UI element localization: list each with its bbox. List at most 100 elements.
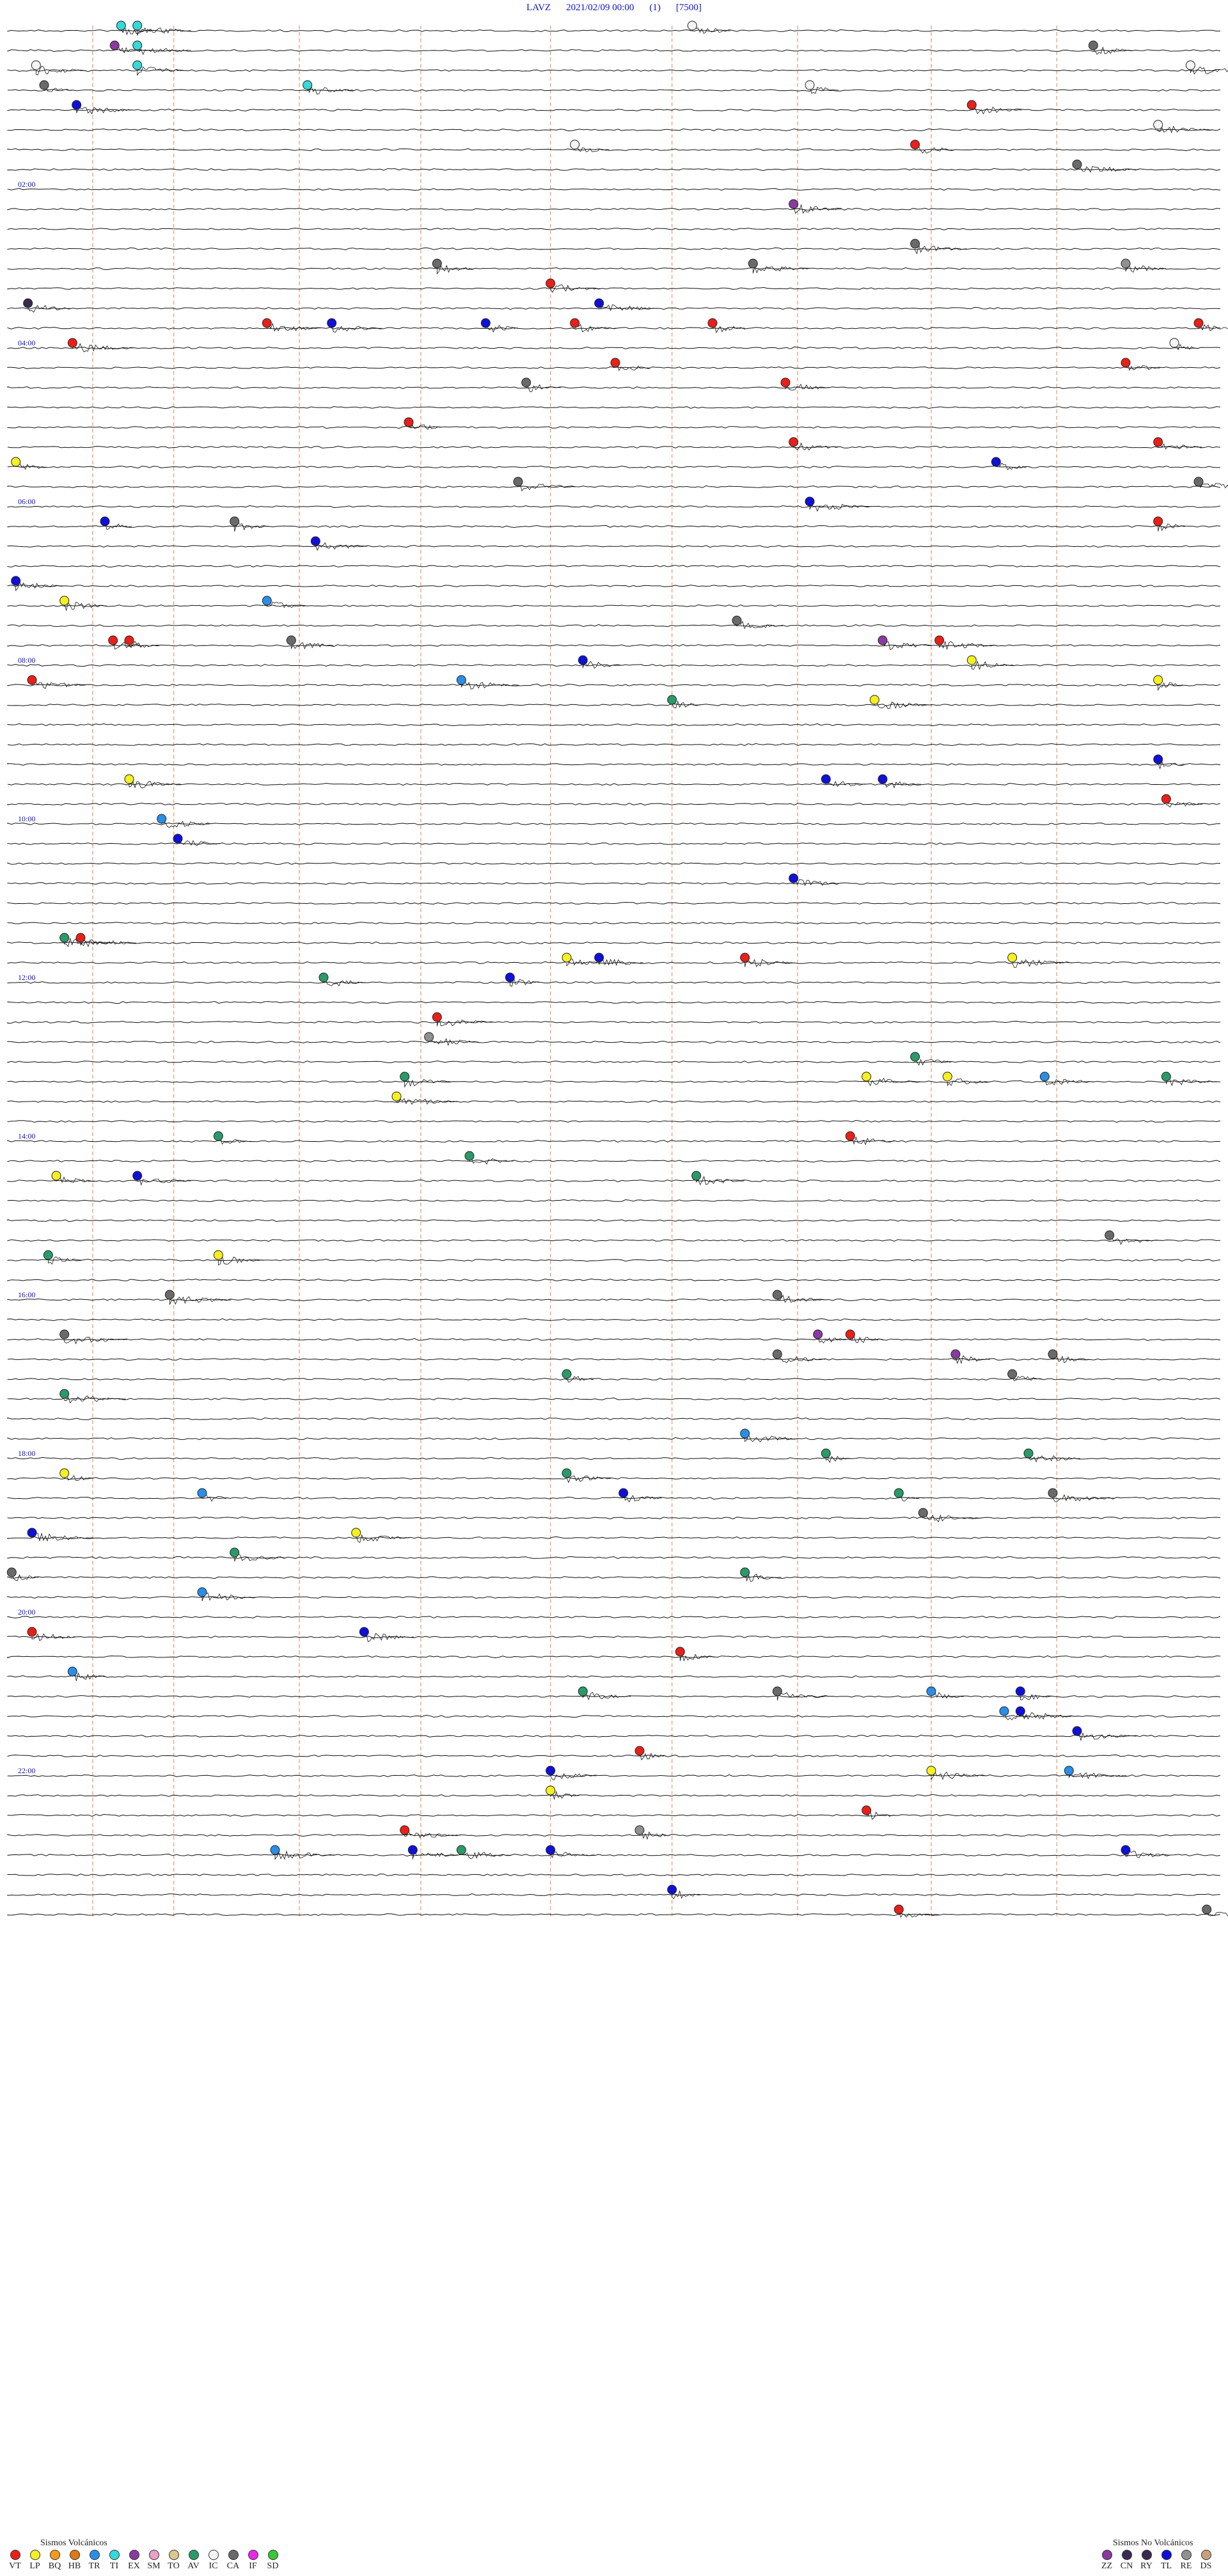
- event-marker-vt-138: [634, 1746, 645, 1756]
- event-marker-lp-62: [1153, 675, 1163, 685]
- event-marker-re-22: [1121, 258, 1131, 269]
- event-trace-29: [485, 325, 519, 333]
- event-trace-106: [955, 1355, 991, 1364]
- event-marker-av-74: [59, 933, 70, 943]
- trace-row-39: [7, 802, 1221, 806]
- legend-nonvolcanic-tl-swatch: [1161, 2550, 1172, 2560]
- event-marker-vt-58: [934, 635, 945, 645]
- trace-row-60: [7, 1219, 1221, 1222]
- legend-volcanic-av-swatch: [188, 2550, 199, 2560]
- time-label-1: 04:00: [18, 338, 35, 347]
- event-marker-ex-106: [950, 1349, 961, 1359]
- trace-row-40: [7, 822, 1221, 826]
- legend-volcanic-sm-swatch: [148, 2550, 159, 2560]
- event-trace-44: [1198, 483, 1228, 489]
- event-marker-tl-50: [11, 576, 21, 586]
- event-trace-137: [1076, 1731, 1137, 1741]
- trace-row-13: [7, 287, 1221, 290]
- legend-volcanic-ti: TI: [104, 2550, 124, 2572]
- event-trace-114: [64, 1473, 93, 1481]
- event-trace-70: [1165, 802, 1203, 808]
- event-trace-151: [672, 1890, 701, 1899]
- event-marker-tl-128: [359, 1627, 369, 1637]
- event-trace-0: [137, 27, 191, 36]
- legend-volcanic-title: Sismos Volcánicos: [40, 2538, 107, 2548]
- event-marker-tl-149: [546, 1845, 556, 1855]
- trace-row-75: [7, 1516, 1221, 1520]
- event-marker-vt-38: [404, 417, 414, 427]
- event-trace-83: [429, 1038, 479, 1047]
- event-marker-tr-71: [157, 814, 167, 824]
- event-trace-8: [1190, 66, 1228, 75]
- event-marker-lp-76: [562, 952, 572, 963]
- event-trace-121: [31, 1532, 94, 1542]
- event-marker-vt-152: [893, 1904, 904, 1915]
- event-trace-14: [1158, 125, 1212, 134]
- event-marker-tl-73: [789, 873, 799, 883]
- legend-volcanic-to-label: TO: [168, 2561, 180, 2571]
- event-trace-86: [866, 1077, 920, 1087]
- event-marker-tl-66: [1153, 754, 1163, 764]
- event-trace-80: [323, 978, 366, 986]
- trace-row-20: [7, 425, 1221, 429]
- event-marker-ti-0: [132, 20, 143, 31]
- event-marker-tl-49: [310, 536, 320, 546]
- event-marker-tr-141: [1064, 1766, 1074, 1776]
- event-trace-11: [809, 85, 839, 94]
- event-trace-144: [404, 1831, 460, 1838]
- event-marker-vt-27: [262, 318, 272, 328]
- event-marker-tl-67: [821, 774, 831, 784]
- event-trace-79: [1012, 959, 1074, 968]
- event-trace-17: [1076, 165, 1139, 173]
- trace-row-86: [7, 1734, 1221, 1738]
- event-marker-ic-8: [1185, 60, 1195, 70]
- event-marker-tl-151: [667, 1885, 677, 1895]
- event-marker-ti-2: [116, 20, 126, 31]
- trace-row-38: [7, 782, 1221, 786]
- trace-row-63: [7, 1278, 1221, 1282]
- trace-row-12: [7, 267, 1221, 271]
- event-trace-7: [35, 65, 86, 75]
- legend-volcanic-sm: SM: [144, 2550, 164, 2572]
- event-trace-94: [56, 1176, 95, 1183]
- event-marker-vt-78: [740, 952, 750, 963]
- event-marker-tl-41: [991, 457, 1001, 467]
- event-marker-ca-120: [918, 1508, 928, 1518]
- event-trace-53: [736, 620, 783, 629]
- event-trace-118: [898, 1495, 924, 1501]
- trace-row-84: [7, 1695, 1221, 1698]
- event-marker-av-113: [1023, 1448, 1034, 1458]
- event-trace-16: [915, 146, 956, 154]
- event-trace-2: [120, 26, 158, 36]
- event-marker-tl-136: [1015, 1706, 1025, 1716]
- trace-row-92: [7, 1853, 1221, 1857]
- legend-nonvolcanic-tl: TL: [1156, 2550, 1176, 2572]
- legend-volcanic-items: VT LP BQ HB TR TI EX SM TO AV IC CA IF SD: [5, 2550, 283, 2572]
- trace-row-42: [7, 862, 1220, 865]
- event-marker-av-84: [910, 1052, 920, 1062]
- event-marker-vt-129: [675, 1647, 685, 1657]
- event-marker-av-148: [456, 1845, 466, 1855]
- legend-volcanic-lp-swatch: [29, 2550, 40, 2560]
- event-marker-av-115: [562, 1468, 572, 1478]
- event-marker-av-125: [740, 1567, 750, 1577]
- trace-row-83: [7, 1675, 1221, 1679]
- event-marker-tl-72: [173, 834, 183, 844]
- trace-row-57: [7, 1159, 1221, 1163]
- event-marker-tl-45: [805, 496, 815, 507]
- event-trace-107: [1052, 1354, 1090, 1364]
- event-marker-ca-100: [164, 1290, 175, 1300]
- event-trace-37: [785, 383, 830, 391]
- legend-nonvolcanic-ry: RY: [1137, 2550, 1156, 2572]
- event-marker-vt-61: [27, 675, 37, 685]
- event-marker-tl-77: [594, 952, 604, 963]
- time-label-7: 16:00: [18, 1290, 35, 1299]
- event-marker-ic-15: [570, 139, 580, 150]
- trace-row-70: [7, 1417, 1221, 1421]
- legend-nonvolcanic-items: ZZ CN RY TL RE DS: [1097, 2550, 1216, 2572]
- event-marker-av-91: [213, 1131, 223, 1141]
- legend-nonvolcanic-ry-swatch: [1141, 2550, 1152, 2560]
- time-label-0: 02:00: [18, 180, 35, 189]
- event-trace-23: [550, 284, 601, 293]
- event-marker-ca-109: [1007, 1369, 1018, 1379]
